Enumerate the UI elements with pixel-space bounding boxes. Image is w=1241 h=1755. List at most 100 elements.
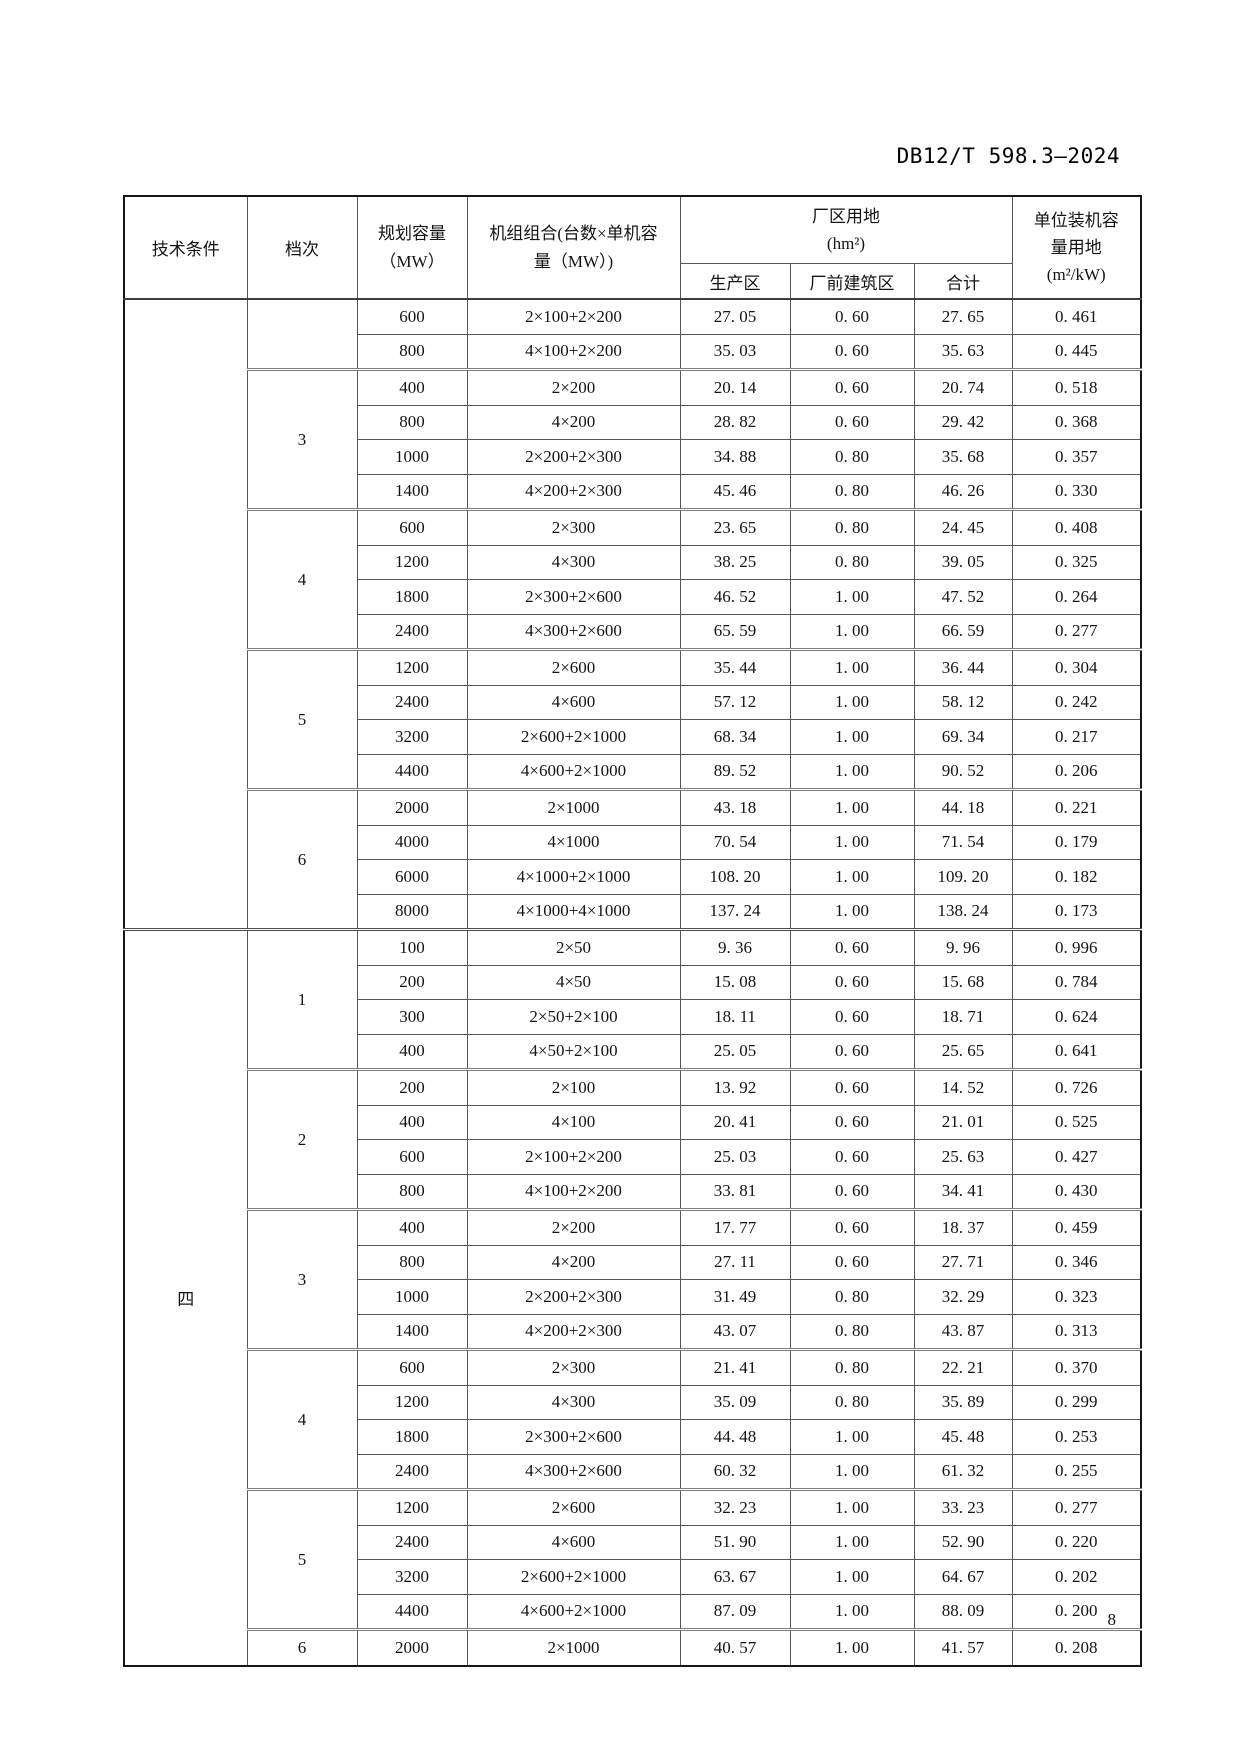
grade-cell: 5 (246, 648, 358, 790)
total-cell: 9. 96 (913, 928, 1013, 966)
capacity-cell: 800 (356, 1173, 468, 1210)
front-area-cell: 1. 00 (789, 893, 915, 930)
front-area-cell: 1. 00 (789, 719, 915, 755)
total-cell: 29. 42 (913, 404, 1013, 440)
unit-land-cell: 0. 518 (1011, 368, 1142, 406)
total-cell: 58. 12 (913, 684, 1013, 720)
capacity-cell: 800 (356, 333, 468, 370)
table-row: 800 4×100+2×200 33. 81 0. 60 34. 41 0. 430 (124, 1173, 1142, 1210)
header-row-1: 技术条件 档次 规划容量 （MW） 机组组合(台数×单机容 量（MW）) 厂区用… (123, 195, 1142, 300)
production-area-cell: 35. 03 (679, 333, 791, 370)
page-number: 8 (1107, 1610, 1117, 1629)
unit-combo-cell: 4×50+2×100 (466, 1033, 681, 1070)
front-area-cell: 1. 00 (789, 579, 915, 615)
total-cell: 46. 26 (913, 473, 1013, 510)
total-cell: 138. 24 (913, 893, 1013, 930)
front-area-cell: 0. 60 (789, 404, 915, 440)
table-row: 4400 4×600+2×1000 87. 09 1. 00 88. 09 0. 200 (124, 1593, 1142, 1630)
production-area-cell: 44. 48 (679, 1419, 791, 1455)
front-area-cell: 0. 60 (789, 1068, 915, 1106)
unit-combo-cell: 2×600+2×1000 (466, 719, 681, 755)
tech-condition-cell: 四 (123, 928, 248, 1666)
unit-land-cell: 0. 277 (1011, 613, 1142, 650)
capacity-cell: 100 (356, 928, 468, 966)
capacity-cell: 300 (356, 999, 468, 1035)
unit-land-cell: 0. 346 (1011, 1244, 1142, 1280)
unit-land-cell: 0. 200 (1011, 1593, 1142, 1630)
grade-cell: 6 (246, 788, 358, 930)
table-row: 1400 4×200+2×300 43. 07 0. 80 43. 87 0. 313 (124, 1313, 1142, 1350)
table-row: 800 4×200 27. 11 0. 60 27. 71 0. 346 (124, 1244, 1142, 1280)
unit-land-cell: 0. 445 (1011, 333, 1142, 370)
unit-combo-cell: 4×200 (466, 1244, 681, 1280)
total-cell: 22. 21 (913, 1348, 1013, 1386)
capacity-cell: 4400 (356, 753, 468, 790)
production-area-cell: 63. 67 (679, 1559, 791, 1595)
land-use-table: 技术条件 档次 规划容量 （MW） 机组组合(台数×单机容 量（MW）) 厂区用… (123, 195, 1142, 1667)
total-cell: 35. 68 (913, 439, 1013, 475)
grade-cell (246, 298, 358, 370)
unit-combo-cell: 4×300+2×600 (466, 1453, 681, 1490)
front-area-cell: 1. 00 (789, 1453, 915, 1490)
production-area-cell: 57. 12 (679, 684, 791, 720)
unit-combo-cell: 4×100+2×200 (466, 333, 681, 370)
table-row: 2400 4×600 57. 12 1. 00 58. 12 0. 242 (124, 684, 1142, 720)
production-area-cell: 25. 05 (679, 1033, 791, 1070)
header-total: 合计 (913, 263, 1013, 300)
unit-land-cell: 0. 726 (1011, 1068, 1142, 1106)
unit-land-cell: 0. 323 (1011, 1279, 1142, 1315)
unit-land-cell: 0. 182 (1011, 859, 1142, 895)
total-cell: 66. 59 (913, 613, 1013, 650)
table-row: 800 4×100+2×200 35. 03 0. 60 35. 63 0. 445 (124, 333, 1142, 370)
capacity-cell: 600 (356, 1139, 468, 1175)
production-area-cell: 46. 52 (679, 579, 791, 615)
table-row: 5 1200 2×600 32. 23 1. 00 33. 23 0. 277 (124, 1488, 1142, 1630)
unit-combo-cell: 4×100 (466, 1104, 681, 1140)
total-cell: 90. 52 (913, 753, 1013, 790)
production-area-cell: 45. 46 (679, 473, 791, 510)
production-area-cell: 70. 54 (679, 824, 791, 860)
table-row: 1400 4×200+2×300 45. 46 0. 80 46. 26 0. 330 (124, 473, 1142, 510)
production-area-cell: 15. 08 (679, 964, 791, 1000)
total-cell: 45. 48 (913, 1419, 1013, 1455)
grade-cell: 3 (246, 368, 358, 510)
front-area-cell: 0. 80 (789, 544, 915, 580)
doc-number: DB12/T 598.3—2024 (896, 144, 1120, 168)
total-cell: 35. 63 (913, 333, 1013, 370)
grade-cell: 4 (246, 1348, 358, 1490)
header-line: 厂区用地 (812, 206, 880, 226)
production-area-cell: 23. 65 (679, 508, 791, 546)
front-area-cell: 1. 00 (789, 1419, 915, 1455)
unit-land-cell: 0. 208 (1011, 1628, 1142, 1666)
unit-land-cell: 0. 357 (1011, 439, 1142, 475)
unit-land-cell: 0. 525 (1011, 1104, 1142, 1140)
production-area-cell: 25. 03 (679, 1139, 791, 1175)
capacity-cell: 400 (356, 1033, 468, 1070)
production-area-cell: 20. 14 (679, 368, 791, 406)
unit-combo-cell: 2×100+2×200 (466, 298, 681, 335)
unit-combo-cell: 2×300 (466, 508, 681, 546)
unit-land-cell: 0. 217 (1011, 719, 1142, 755)
unit-land-cell: 0. 624 (1011, 999, 1142, 1035)
table-row: 3200 2×600+2×1000 68. 34 1. 00 69. 34 0. 217 (124, 719, 1142, 755)
table-row: 3 400 2×200 17. 77 0. 60 18. 37 0. 459 (124, 1208, 1142, 1350)
total-cell: 25. 65 (913, 1033, 1013, 1070)
unit-land-cell: 0. 313 (1011, 1313, 1142, 1350)
total-cell: 69. 34 (913, 719, 1013, 755)
front-area-cell: 0. 80 (789, 508, 915, 546)
grade-cell: 3 (246, 1208, 358, 1350)
unit-combo-cell: 4×600+2×1000 (466, 753, 681, 790)
capacity-cell: 800 (356, 404, 468, 440)
table-row: 4000 4×1000 70. 54 1. 00 71. 54 0. 179 (124, 824, 1142, 860)
table-row: 4400 4×600+2×1000 89. 52 1. 00 90. 52 0. 206 (124, 753, 1142, 790)
capacity-cell: 600 (356, 508, 468, 546)
unit-combo-cell: 2×50 (466, 928, 681, 966)
table-row: 8000 4×1000+4×1000 137. 24 1. 00 138. 24 0. 1… (124, 893, 1142, 930)
header-line: 量（MW）) (533, 251, 614, 271)
header-planned-capacity: 规划容量 （MW） (356, 195, 468, 300)
front-area-cell: 1. 00 (789, 788, 915, 826)
unit-combo-cell: 4×1000+4×1000 (466, 893, 681, 930)
table-header: 技术条件 档次 规划容量 （MW） 机组组合(台数×单机容 量（MW）) 厂区用… (123, 195, 1142, 300)
front-area-cell: 0. 60 (789, 1173, 915, 1210)
